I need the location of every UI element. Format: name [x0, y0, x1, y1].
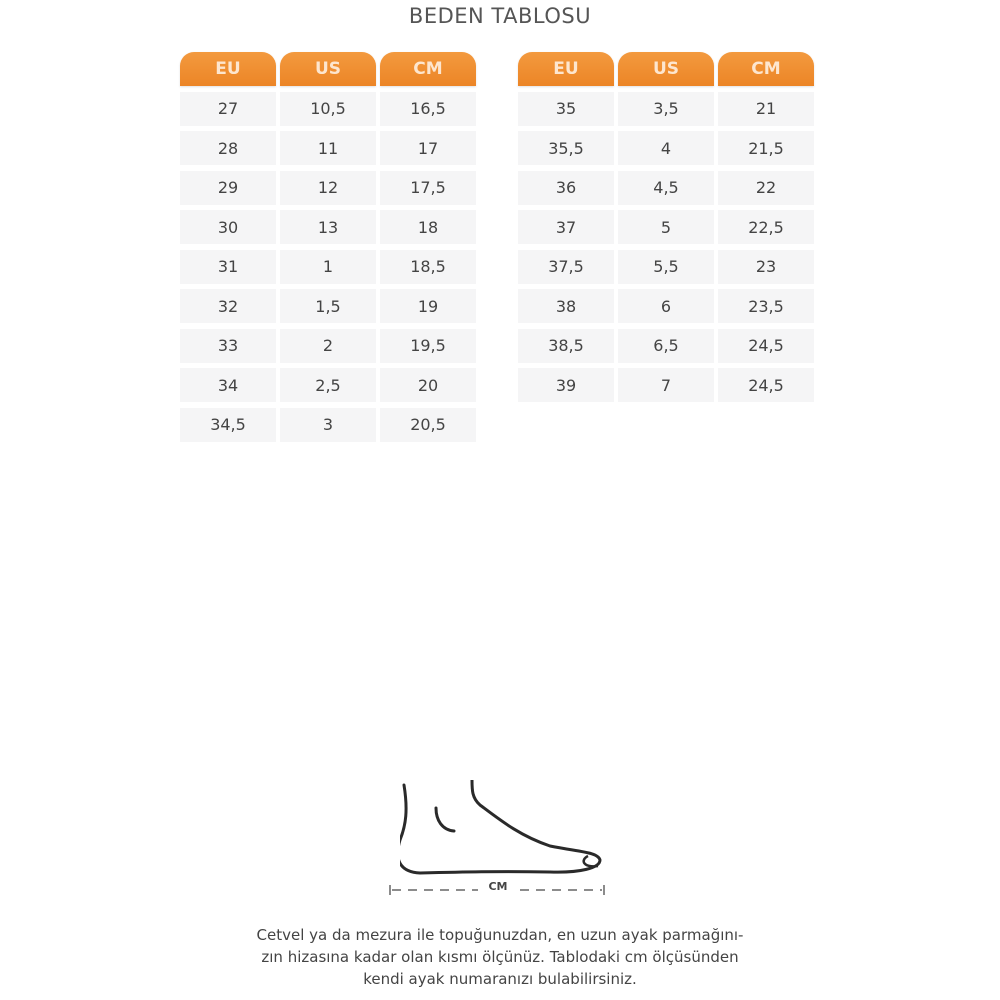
table-cell: 6,5 [618, 328, 714, 363]
foot-illustration [400, 780, 602, 875]
column-header-eu: EU [518, 52, 614, 86]
table-cell: 38,5 [518, 328, 614, 363]
table-cell: 19,5 [380, 328, 476, 363]
page-title: BEDEN TABLOSU [408, 4, 592, 28]
table-cell: 20,5 [380, 407, 476, 442]
table-cell: 24,5 [718, 368, 814, 402]
table-cell: 13 [280, 210, 376, 244]
table-cell: 30 [180, 210, 276, 244]
table-cell: 27 [180, 91, 276, 126]
table-cell: 5,5 [618, 249, 714, 284]
table-cell: 12 [280, 170, 376, 205]
table-cell: 3 [280, 407, 376, 442]
table-cell: 4 [618, 131, 714, 165]
column-header-eu: EU [180, 52, 276, 86]
table-cell: 20 [380, 368, 476, 402]
measure-label: CM [488, 880, 508, 893]
table-cell: 17 [380, 131, 476, 165]
size-table-right: EU US CM 35 3,5 21 35,5 4 21,5 36 4,5 22 37 5 22,5 37,5… [518, 52, 814, 402]
table-cell: 37,5 [518, 249, 614, 284]
table-cell: 2 [280, 328, 376, 363]
instruction-line: Cetvel ya da mezura ile topuğunuzdan, en… [256, 926, 744, 944]
column-header-us: US [280, 52, 376, 86]
table-cell: 23,5 [718, 289, 814, 323]
column-header-cm: CM [718, 52, 814, 86]
column-header-cm: CM [380, 52, 476, 86]
table-cell: 38 [518, 289, 614, 323]
table-cell: 16,5 [380, 91, 476, 126]
table-cell: 33 [180, 328, 276, 363]
table-cell: 22 [718, 170, 814, 205]
column-header-us: US [618, 52, 714, 86]
table-cell: 36 [518, 170, 614, 205]
table-cell: 32 [180, 289, 276, 323]
table-cell: 34 [180, 368, 276, 402]
table-cell: 39 [518, 368, 614, 402]
table-cell: 21,5 [718, 131, 814, 165]
instructions: Cetvel ya da mezura ile topuğunuzdan, en… [0, 924, 1000, 990]
table-cell: 18 [380, 210, 476, 244]
table-cell: 35,5 [518, 131, 614, 165]
table-cell: 5 [618, 210, 714, 244]
table-cell: 1,5 [280, 289, 376, 323]
measure-line [389, 885, 605, 895]
table-cell: 1 [280, 249, 376, 284]
table-cell: 11 [280, 131, 376, 165]
table-cell: 22,5 [718, 210, 814, 244]
table-cell: 34,5 [180, 407, 276, 442]
table-cell: 10,5 [280, 91, 376, 126]
instruction-line: kendi ayak numaranızı bulabilirsiniz. [363, 970, 637, 988]
table-cell: 37 [518, 210, 614, 244]
table-cell: 35 [518, 91, 614, 126]
table-cell: 18,5 [380, 249, 476, 284]
size-table-left: EU US CM 27 10,5 16,5 28 11 17 29 12 17,5 30 13 18 31 1 1… [180, 52, 476, 442]
table-cell: 7 [618, 368, 714, 402]
table-cell: 4,5 [618, 170, 714, 205]
table-cell: 29 [180, 170, 276, 205]
table-cell: 6 [618, 289, 714, 323]
table-cell: 23 [718, 249, 814, 284]
instruction-line: zın hizasına kadar olan kısmı ölçünüz. T… [261, 948, 739, 966]
table-cell: 24,5 [718, 328, 814, 363]
table-cell: 31 [180, 249, 276, 284]
table-cell: 17,5 [380, 170, 476, 205]
table-cell: 21 [718, 91, 814, 126]
table-cell: 28 [180, 131, 276, 165]
table-cell: 3,5 [618, 91, 714, 126]
table-cell: 19 [380, 289, 476, 323]
table-cell: 2,5 [280, 368, 376, 402]
